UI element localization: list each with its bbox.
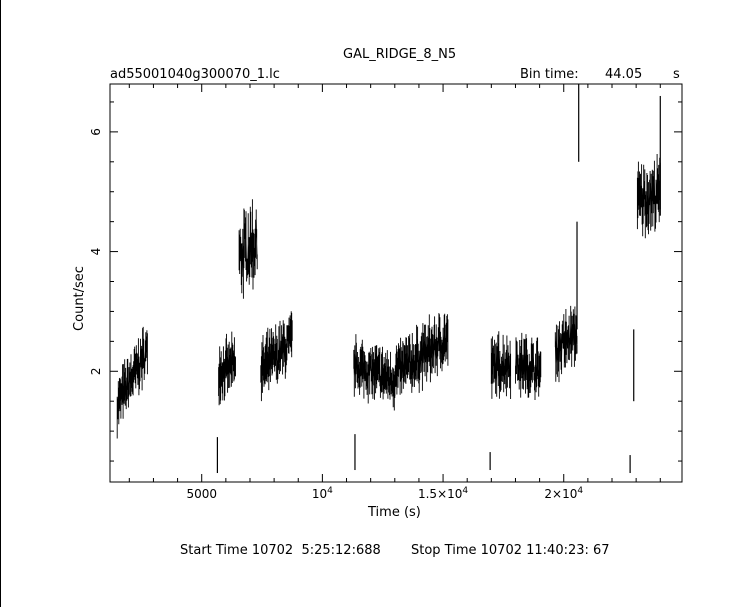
chart-title: GAL_RIDGE_8_N5 <box>343 47 457 62</box>
start-time-text: Start Time 10702 5:25:12:688 <box>180 543 381 558</box>
file-name: ad55001040g300070_1.lc <box>110 67 280 82</box>
x-tick-label: 1.5×104 <box>418 486 468 501</box>
x-axis-label: Time (s) <box>368 505 421 520</box>
y-tick-label: 4 <box>89 248 103 256</box>
bin-time-unit: s <box>673 67 680 82</box>
bin-time-label: Bin time: <box>520 67 579 82</box>
data-segment-8 <box>515 332 542 400</box>
stop-time-text: Stop Time 10702 11:40:23: 67 <box>411 543 610 558</box>
bin-time-value: 44.05 <box>605 67 643 82</box>
data-segment-6 <box>394 313 449 397</box>
data-segment-1 <box>116 326 148 439</box>
data-segment-3 <box>238 199 258 299</box>
x-tick-label: 104 <box>312 486 333 501</box>
data-segment-7 <box>490 331 512 399</box>
data-segment-10 <box>636 154 661 239</box>
y-tick-label: 6 <box>89 128 103 136</box>
x-tick-label: 5000 <box>186 487 217 501</box>
y-tick-label: 2 <box>89 367 103 375</box>
plot-frame <box>109 83 683 483</box>
data-layer <box>116 84 661 474</box>
data-segment-9 <box>554 305 578 383</box>
y-axis-label: Count/sec <box>71 266 87 331</box>
data-segment-2 <box>218 331 236 406</box>
data-segment-5 <box>353 334 396 411</box>
plot-axes: 5000 104 1.5×104 2×104 2 4 6 <box>89 83 683 501</box>
x-tick-label: 2×104 <box>544 486 583 501</box>
data-segment-4 <box>260 311 293 402</box>
